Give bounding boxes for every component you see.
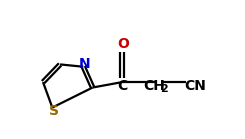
Text: CN: CN [184, 79, 206, 93]
Text: O: O [117, 37, 129, 51]
Text: CH: CH [144, 79, 166, 93]
Text: S: S [49, 104, 59, 118]
Text: C: C [118, 79, 128, 93]
Text: 2: 2 [160, 84, 168, 94]
Text: N: N [78, 57, 90, 71]
